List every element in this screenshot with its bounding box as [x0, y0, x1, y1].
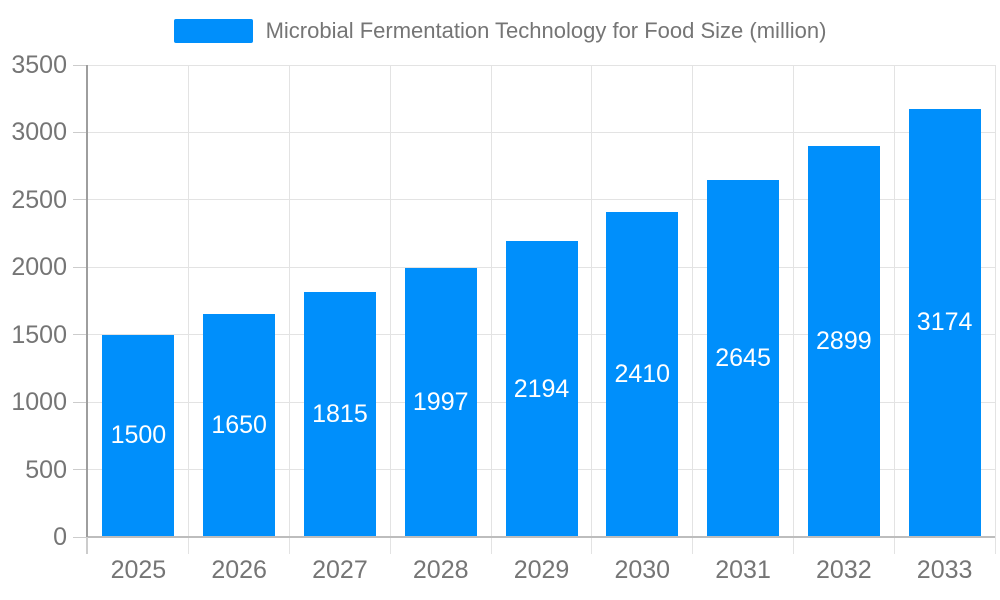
chart-legend: Microbial Fermentation Technology for Fo…: [0, 18, 1000, 43]
y-tick-label: 1500: [11, 320, 67, 349]
y-tick-label: 2500: [11, 185, 67, 214]
y-axis-tick-mark: [73, 64, 88, 66]
bar-value-label: 2194: [513, 374, 570, 403]
x-axis-tick-mark: [188, 537, 190, 554]
v-gridline: [188, 65, 190, 537]
v-gridline: [490, 65, 492, 537]
y-axis-line: [86, 65, 88, 537]
bar: 2194: [505, 241, 578, 537]
bar: 1815: [303, 292, 376, 537]
x-tick-label: 2025: [110, 556, 167, 584]
y-axis-tick-mark: [73, 334, 88, 336]
bar: 2899: [807, 146, 880, 537]
h-gridline: [88, 64, 995, 66]
x-tick-label: 2026: [211, 556, 267, 584]
bar-value-label: 2645: [715, 344, 771, 373]
x-tick-label: 2028: [412, 556, 469, 584]
y-tick-label: 3500: [11, 51, 67, 79]
x-axis-tick-mark: [692, 537, 694, 554]
legend-swatch-icon: [173, 19, 253, 43]
bar: 1997: [404, 267, 477, 537]
bar: 3174: [908, 108, 981, 537]
v-gridline: [692, 65, 694, 537]
y-axis-tick-mark: [73, 131, 88, 133]
bar-value-label: 1650: [211, 411, 267, 440]
y-tick-label: 500: [25, 455, 67, 484]
x-axis-tick-mark: [389, 537, 391, 554]
plot-area: 0 500 1000 1500 2000 2500 3000 3500 1500 2025 1650…: [11, 51, 996, 584]
y-axis-tick-mark: [73, 266, 88, 268]
x-tick-label: 2027: [312, 556, 368, 584]
x-axis-tick-mark: [893, 537, 895, 554]
bar-value-label: 1815: [312, 400, 368, 429]
v-gridline: [289, 65, 291, 537]
x-axis-baseline: [88, 536, 995, 538]
bar: 2410: [606, 211, 679, 537]
bar-value-label: 1997: [412, 387, 469, 416]
bar: 2645: [707, 180, 780, 537]
x-tick-label: 2033: [916, 556, 973, 584]
bar-value-label: 3174: [916, 308, 973, 337]
y-axis-tick-mark: [73, 199, 88, 201]
y-axis-tick-mark: [73, 469, 88, 471]
x-axis-tick-mark: [289, 537, 291, 554]
y-tick-label: 3000: [11, 118, 67, 147]
x-axis-tick-mark: [591, 537, 593, 554]
y-tick-label: 0: [53, 523, 67, 551]
x-tick-label: 2029: [513, 556, 570, 584]
bar: 1500: [102, 334, 175, 537]
h-gridline: [88, 131, 995, 133]
x-axis-tick-mark: [490, 537, 492, 554]
v-gridline: [389, 65, 391, 537]
y-tick-label: 1000: [11, 388, 67, 417]
y-axis-tick-mark: [73, 536, 88, 538]
x-tick-label: 2031: [715, 556, 771, 584]
bar: 1650: [203, 314, 276, 537]
x-tick-label: 2030: [614, 556, 671, 584]
v-gridline: [893, 65, 895, 537]
bar-value-label: 1500: [110, 421, 167, 450]
x-axis-tick-mark: [994, 537, 996, 554]
legend-label: Microbial Fermentation Technology for Fo…: [265, 18, 827, 43]
x-tick-label: 2032: [816, 556, 872, 584]
bar-value-label: 2899: [816, 327, 872, 356]
y-axis-tick-mark: [73, 401, 88, 403]
v-gridline: [792, 65, 794, 537]
y-axis-line-tick: [86, 537, 88, 554]
x-axis-tick-mark: [792, 537, 794, 554]
v-gridline: [591, 65, 593, 537]
h-gridline: [88, 199, 995, 201]
bar-value-label: 2410: [614, 359, 671, 388]
v-gridline: [994, 65, 996, 537]
y-tick-label: 2000: [11, 253, 67, 282]
